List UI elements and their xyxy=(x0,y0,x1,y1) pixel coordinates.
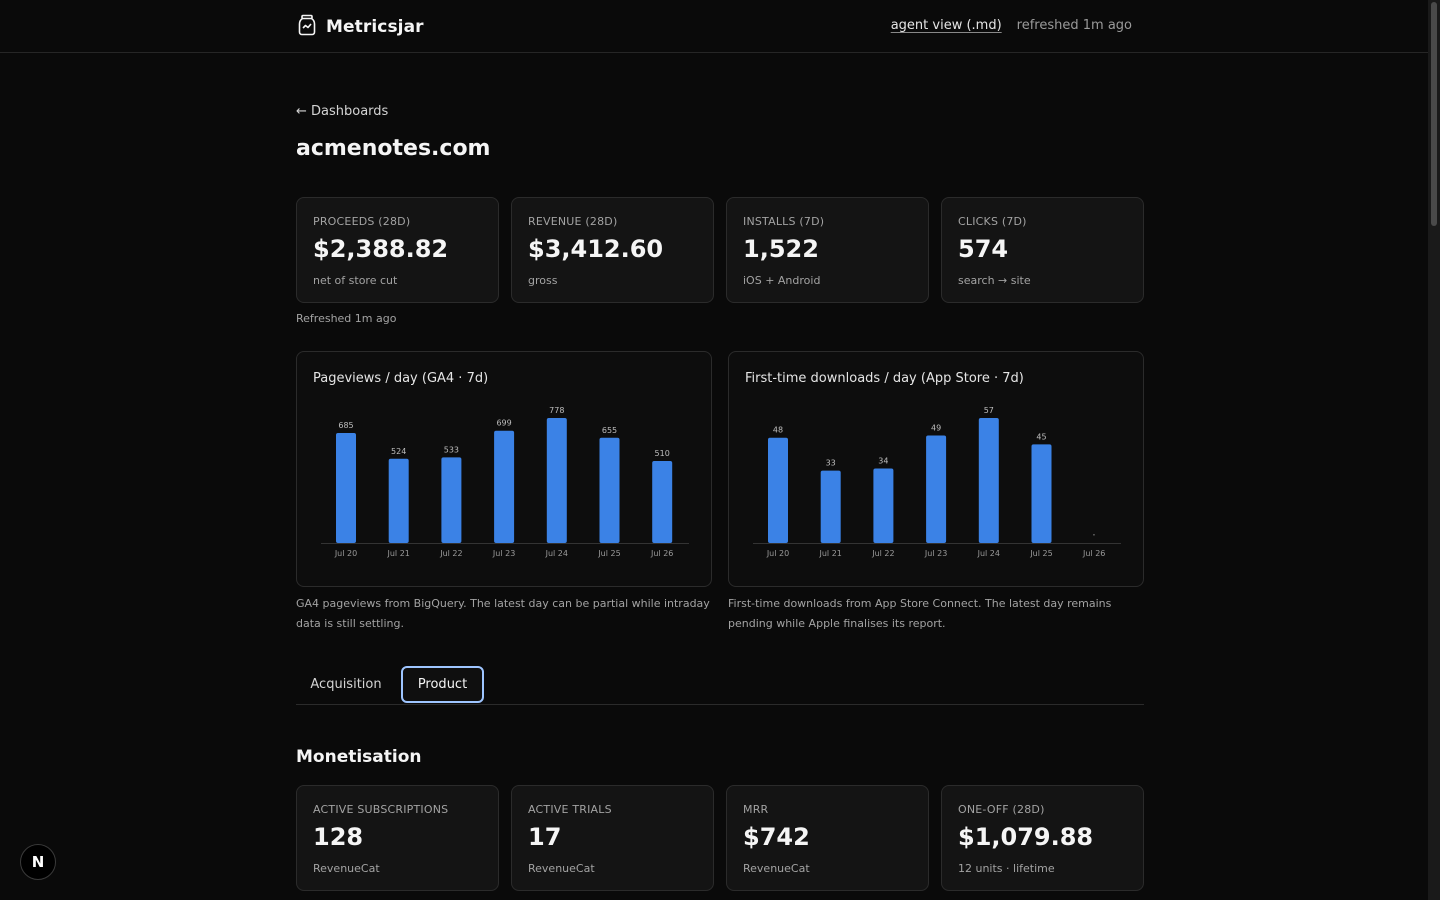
x-axis-tick-label: Jul 24 xyxy=(545,549,568,558)
chart-bar[interactable] xyxy=(388,458,409,543)
chart-bar[interactable] xyxy=(978,418,999,543)
chart-bar[interactable] xyxy=(873,468,894,543)
kpi-card-proceeds: PROCEEDS (28D) $2,388.82 net of store cu… xyxy=(296,197,499,303)
monetisation-row: ACTIVE SUBSCRIPTIONS 128 RevenueCat ACTI… xyxy=(296,785,1144,891)
refreshed-status: refreshed 1m ago xyxy=(1016,18,1132,33)
kpi-card-installs: INSTALLS (7D) 1,522 iOS + Android xyxy=(726,197,929,303)
kpi-label: INSTALLS (7D) xyxy=(743,215,825,228)
x-axis-tick-label: Jul 25 xyxy=(597,549,620,558)
kpi-subtext: net of store cut xyxy=(313,274,398,287)
kpi-subtext: RevenueCat xyxy=(313,862,380,875)
chart-title: First-time downloads / day (App Store · … xyxy=(745,371,1024,386)
section-tabs: Acquisition Product xyxy=(296,665,1144,705)
chart-title: Pageviews / day (GA4 · 7d) xyxy=(313,371,489,386)
kpi-card-one-off: ONE-OFF (28D) $1,079.88 12 units · lifet… xyxy=(941,785,1144,891)
bar-value-label: 655 xyxy=(602,426,617,435)
chart-bar[interactable] xyxy=(336,432,356,543)
dev-tools-badge[interactable]: N xyxy=(20,844,56,880)
kpi-card-revenue: REVENUE (28D) $3,412.60 gross xyxy=(511,197,714,303)
chart-bar[interactable] xyxy=(441,457,462,543)
kpi-value: $2,388.82 xyxy=(313,235,449,263)
kpi-value: 1,522 xyxy=(743,235,819,263)
kpi-label: CLICKS (7D) xyxy=(958,215,1027,228)
kpi-subtext: search → site xyxy=(958,274,1031,287)
kpi-label: REVENUE (28D) xyxy=(528,215,618,228)
x-axis-tick-label: Jul 20 xyxy=(334,549,357,558)
bar-value-label: 34 xyxy=(878,456,888,465)
kpi-subtext: RevenueCat xyxy=(528,862,595,875)
agent-view-link[interactable]: agent view (.md) xyxy=(890,18,1002,33)
pending-bar-marker xyxy=(1093,534,1095,536)
kpi-label: ACTIVE SUBSCRIPTIONS xyxy=(313,803,449,816)
chart-bar[interactable] xyxy=(652,461,673,543)
bar-value-label: 510 xyxy=(655,449,670,458)
bar-value-label: 699 xyxy=(496,419,511,428)
downloads-chart-panel: First-time downloads / day (App Store · … xyxy=(728,351,1144,587)
kpi-value: $1,079.88 xyxy=(958,823,1094,851)
downloads-chart-description: First-time downloads from App Store Conn… xyxy=(728,597,1112,630)
kpi-row: PROCEEDS (28D) $2,388.82 net of store cu… xyxy=(296,197,1144,303)
bar-value-label: 57 xyxy=(984,406,994,415)
chart-bar[interactable] xyxy=(546,418,567,543)
kpi-value: $3,412.60 xyxy=(528,235,664,263)
bar-value-label: 33 xyxy=(826,459,836,468)
brand-name: Metricsjar xyxy=(326,17,424,37)
x-axis-tick-label: Jul 20 xyxy=(766,549,789,558)
x-axis-tick-label: Jul 25 xyxy=(1029,549,1052,558)
kpi-subtext: gross xyxy=(528,274,558,287)
x-axis-tick-label: Jul 22 xyxy=(439,549,462,558)
kpi-label: ACTIVE TRIALS xyxy=(528,803,612,816)
brand[interactable]: Metricsjar xyxy=(298,14,424,40)
kpi-value: 128 xyxy=(313,823,364,851)
kpi-value: 17 xyxy=(528,823,562,851)
back-to-dashboards-link[interactable]: ← Dashboards xyxy=(296,104,389,119)
bar-value-label: 533 xyxy=(444,445,459,454)
x-axis-tick-label: Jul 26 xyxy=(650,549,673,558)
chart-bar[interactable] xyxy=(1031,444,1052,543)
pageviews-bar-chart: 685 Jul 20 524 Jul 21 533 Jul 22 699 Jul 23 778 J… xyxy=(321,406,689,558)
pageviews-chart-panel: Pageviews / day (GA4 · 7d) 685 Jul 20 524 J… xyxy=(296,351,712,587)
kpi-label: ONE-OFF (28D) xyxy=(958,803,1045,816)
kpi-card-mrr: MRR $742 RevenueCat xyxy=(726,785,929,891)
bar-value-label: 48 xyxy=(773,426,783,435)
bar-value-label: 49 xyxy=(931,424,941,433)
jar-logo-icon xyxy=(298,14,316,40)
bar-value-label: 685 xyxy=(338,421,353,430)
chart-bar[interactable] xyxy=(926,435,947,543)
chart-bar[interactable] xyxy=(820,470,841,543)
tab-acquisition[interactable]: Acquisition xyxy=(310,677,382,692)
page-title: acmenotes.com xyxy=(296,136,491,161)
kpi-value: $742 xyxy=(743,823,810,851)
pageviews-chart-description: GA4 pageviews from BigQuery. The latest … xyxy=(296,597,710,630)
scrollbar-thumb[interactable] xyxy=(1431,2,1437,226)
chart-bar[interactable] xyxy=(599,437,620,543)
x-axis-tick-label: Jul 21 xyxy=(819,549,842,558)
kpi-card-active-subscriptions: ACTIVE SUBSCRIPTIONS 128 RevenueCat xyxy=(296,785,499,891)
chart-bar[interactable] xyxy=(768,437,788,543)
scrollbar[interactable] xyxy=(1428,0,1440,900)
bar-value-label: 45 xyxy=(1036,432,1046,441)
monetisation-heading: Monetisation xyxy=(296,747,422,767)
x-axis-tick-label: Jul 23 xyxy=(924,549,947,558)
bar-value-label: 778 xyxy=(549,406,564,415)
kpi-label: MRR xyxy=(743,803,769,816)
kpi-subtext: RevenueCat xyxy=(743,862,810,875)
x-axis-tick-label: Jul 26 xyxy=(1082,549,1105,558)
kpi-refreshed-note: Refreshed 1m ago xyxy=(296,312,397,325)
kpi-card-active-trials: ACTIVE TRIALS 17 RevenueCat xyxy=(511,785,714,891)
kpi-label: PROCEEDS (28D) xyxy=(313,215,411,228)
top-bar: Metricsjar agent view (.md) refreshed 1m… xyxy=(0,0,1428,53)
kpi-card-clicks: CLICKS (7D) 574 search → site xyxy=(941,197,1144,303)
x-axis-tick-label: Jul 23 xyxy=(492,549,515,558)
x-axis-tick-label: Jul 21 xyxy=(387,549,410,558)
chart-bar[interactable] xyxy=(494,430,515,543)
kpi-subtext: 12 units · lifetime xyxy=(958,862,1055,875)
kpi-value: 574 xyxy=(958,235,1009,263)
x-axis-tick-label: Jul 22 xyxy=(871,549,894,558)
downloads-bar-chart: 48 Jul 20 33 Jul 21 34 Jul 22 49 Jul 23 57 Jul 24… xyxy=(753,406,1121,558)
kpi-subtext: iOS + Android xyxy=(743,274,821,287)
x-axis-tick-label: Jul 24 xyxy=(977,549,1000,558)
tab-product[interactable]: Product xyxy=(401,666,484,703)
bar-value-label: 524 xyxy=(391,447,406,456)
